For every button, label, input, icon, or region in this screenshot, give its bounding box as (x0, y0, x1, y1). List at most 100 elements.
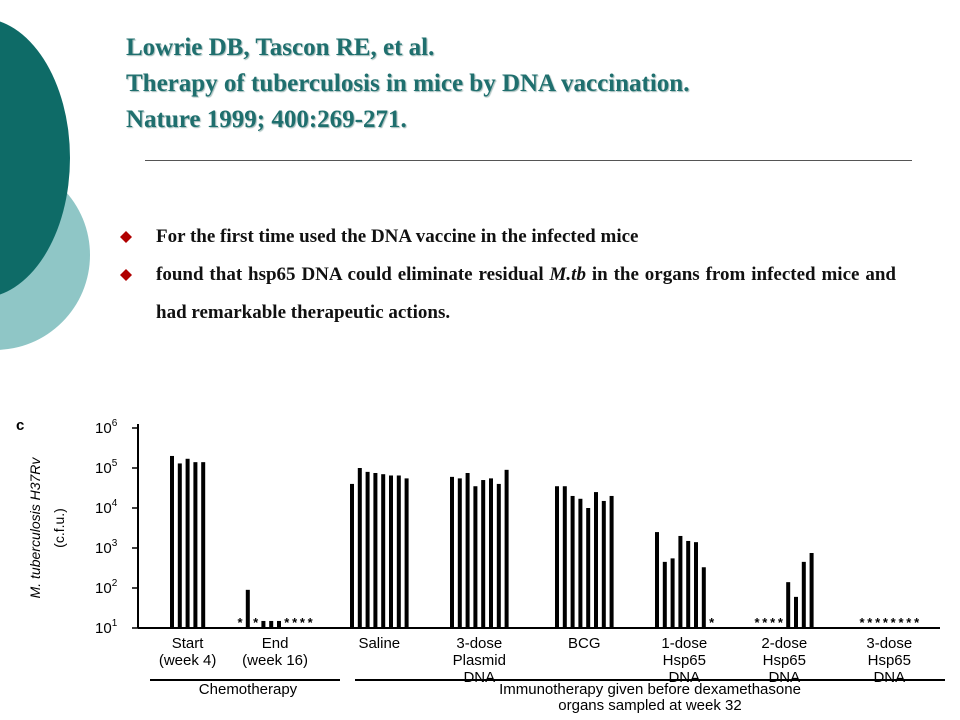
slide-title: Lowrie DB, Tascon RE, et al. Therapy of … (126, 30, 689, 138)
cfu-bar (457, 478, 462, 628)
y-tick-label: 101 (95, 618, 118, 637)
group-label: Start (172, 635, 205, 652)
group-label: 1-dose (661, 635, 707, 652)
group-label: DNA (768, 669, 800, 686)
panel-label: c (16, 417, 24, 434)
bullet-text: For the first time used the DNA vaccine … (156, 226, 639, 247)
bullet-text-part: found that hsp65 DNA could eliminate res… (156, 264, 550, 285)
bullet-item: For the first time used the DNA vaccine … (118, 218, 896, 256)
y-tick-label: 102 (95, 578, 118, 597)
cfu-bar (193, 462, 198, 628)
cfu-bar (686, 540, 691, 628)
cfu-bar (389, 475, 393, 628)
cfu-bar (277, 620, 281, 628)
cfu-bar (185, 458, 190, 628)
below-detection-marker: * (891, 615, 897, 630)
decorative-circles (0, 21, 90, 350)
cfu-bar (670, 558, 675, 628)
cfu-bar (555, 486, 559, 628)
group-label: End (262, 635, 289, 652)
bullet-item: found that hsp65 DNA could eliminate res… (118, 256, 896, 332)
cfu-bar (496, 483, 501, 628)
cfu-bar (578, 498, 583, 628)
below-detection-marker: * (770, 615, 776, 630)
bullet-text-italic: M.tb (549, 264, 586, 285)
cfu-bar (504, 469, 509, 628)
below-detection-marker: * (284, 615, 290, 630)
group-label: DNA (668, 669, 700, 686)
y-tick-label: 103 (95, 538, 118, 557)
cfu-bar (662, 561, 667, 628)
below-detection-marker: * (778, 615, 784, 630)
cfu-bar (261, 620, 266, 628)
cfu-bar-chart: c M. tuberculosis H37Rv (c.f.u.) 101 102 103… (16, 417, 945, 714)
y-tick-label: 106 (95, 418, 118, 437)
cfu-bar (701, 567, 706, 628)
group-label: Plasmid (453, 652, 506, 669)
below-detection-marker: * (292, 615, 298, 630)
bullet-text-part: in the organs from infected mice and had… (156, 264, 896, 323)
cfu-bar (170, 455, 174, 628)
cfu-bar (801, 561, 806, 628)
diamond-bullet-icon (120, 269, 132, 281)
below-detection-marker: * (859, 615, 865, 630)
below-detection-marker: * (898, 615, 904, 630)
cfu-bar (245, 589, 250, 628)
cfu-bar (570, 495, 575, 628)
cfu-bar (357, 468, 362, 628)
cfu-bar (381, 474, 386, 628)
group-label: (week 4) (159, 652, 217, 669)
cfu-bar (177, 463, 182, 628)
below-detection-marker: * (308, 615, 314, 630)
below-detection-marker: * (709, 615, 715, 630)
cfu-bar (373, 472, 378, 628)
cfu-bar (586, 508, 591, 628)
group-label: 2-dose (761, 635, 807, 652)
below-detection-marker: * (253, 615, 259, 630)
below-detection-marker: * (883, 615, 889, 630)
cfu-bar (473, 486, 478, 628)
below-detection-marker: * (875, 615, 881, 630)
below-detection-marker: * (914, 615, 920, 630)
cfu-bar (794, 596, 798, 628)
cfu-bar (562, 486, 567, 628)
bracket-label-chemotherapy: Chemotherapy (199, 681, 298, 698)
group-label: Hsp65 (763, 652, 806, 669)
title-paper: Therapy of tuberculosis in mice by DNA v… (126, 70, 690, 97)
cfu-bar (809, 552, 814, 628)
group-label: DNA (873, 669, 905, 686)
cfu-bar (678, 535, 683, 628)
bullet-text: found that hsp65 DNA could eliminate res… (156, 256, 896, 332)
group-label: BCG (568, 635, 601, 652)
title-citation: Nature 1999; 400:269-271. (126, 106, 407, 133)
below-detection-marker: * (906, 615, 912, 630)
cfu-bar (201, 462, 206, 628)
y-tick-label: 105 (95, 458, 118, 477)
cfu-bar (450, 476, 454, 628)
cfu-bar (396, 475, 401, 628)
y-axis-title: M. tuberculosis H37Rv (c.f.u.) (27, 457, 67, 599)
below-detection-marker: * (237, 615, 243, 630)
cfu-bar (481, 480, 486, 628)
below-detection-marker: * (867, 615, 873, 630)
cfu-bar (465, 472, 470, 628)
bracket-label-sampling: organs sampled at week 32 (558, 697, 741, 714)
group-label: DNA (463, 669, 495, 686)
title-divider (145, 160, 912, 161)
cfu-bar (269, 620, 274, 628)
cfu-bar (365, 471, 370, 628)
cfu-bar (601, 500, 606, 628)
cfu-bar (594, 492, 598, 628)
cfu-bar (694, 542, 698, 628)
bracket-label-immunotherapy: Immunotherapy given before dexamethasone (499, 681, 801, 698)
y-tick-label: 104 (95, 498, 118, 517)
group-label: Hsp65 (663, 652, 706, 669)
cfu-bar (489, 478, 493, 628)
cfu-bar (655, 532, 659, 628)
below-detection-marker: * (754, 615, 760, 630)
below-detection-marker: * (762, 615, 768, 630)
cfu-bar (404, 478, 409, 628)
group-label: 3-dose (456, 635, 502, 652)
group-label: 3-dose (866, 635, 912, 652)
group-label: Saline (358, 635, 400, 652)
